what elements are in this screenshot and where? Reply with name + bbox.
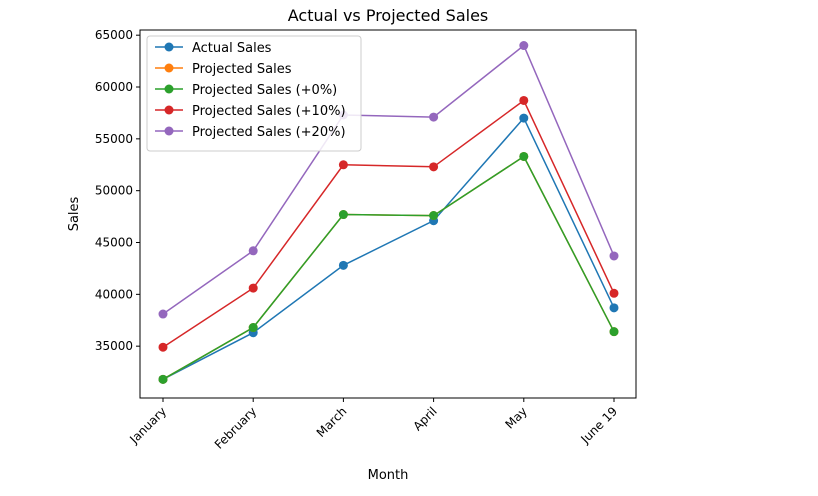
data-point [429,112,439,122]
y-tick-label: 35000 [95,339,133,353]
series-5 [158,41,619,319]
x-tick-label: March [314,404,350,440]
data-point [609,327,619,337]
legend-item: Projected Sales (+20%) [155,125,346,140]
data-point [248,283,258,293]
legend-label: Actual Sales [192,41,272,56]
x-tick-label: February [212,404,260,452]
data-point [338,160,348,170]
legend-marker [164,42,174,52]
data-point [158,342,168,352]
y-tick-label: 55000 [95,132,133,146]
data-point [338,210,348,220]
series-3 [158,151,619,384]
legend-label: Projected Sales (+10%) [192,104,346,119]
legend: Actual Sales Projected Sales Projected Sal… [146,35,362,152]
legend-item: Actual Sales [155,41,272,56]
data-point [158,374,168,384]
y-tick-label: 60000 [95,80,133,94]
series-line [162,99,615,348]
data-point [519,95,529,105]
x-axis: January February March April May June 19 [126,398,620,452]
y-tick-label: 65000 [95,28,133,42]
legend-item: Projected Sales [155,62,292,77]
data-point [519,151,529,161]
y-axis-label: Sales [67,196,82,231]
legend-label: Projected Sales (+20%) [192,125,346,140]
series-layer [158,41,619,384]
data-point [158,309,168,319]
data-point [338,260,348,270]
series-line [162,155,615,380]
data-point [429,211,439,221]
legend-marker [164,105,174,115]
x-axis-label: Month [368,468,409,483]
data-point [248,323,258,333]
y-tick-label: 50000 [95,184,133,198]
series-1 [158,113,619,384]
data-point [429,162,439,172]
legend-box [146,35,362,152]
series-line [162,44,615,315]
data-point [248,246,258,256]
legend-item: Projected Sales (+10%) [155,104,346,119]
legend-marker [164,84,174,94]
x-tick-label: January [126,404,169,447]
chart-title: Actual vs Projected Sales [288,6,489,25]
data-point [609,251,619,261]
y-tick-label: 40000 [95,287,133,301]
y-tick-label: 45000 [95,236,133,250]
data-point [609,303,619,313]
x-tick-label: April [410,404,439,433]
x-tick-label: June 19 [578,404,621,447]
series-line [162,116,615,380]
series-4 [158,95,619,352]
data-point [609,288,619,298]
legend-label: Projected Sales [192,62,292,77]
data-point [519,41,529,51]
legend-marker [164,63,174,73]
legend-item: Projected Sales (+0%) [155,83,337,98]
data-point [519,113,529,123]
legend-label: Projected Sales (+0%) [192,83,337,98]
y-axis: 35000 40000 45000 50000 55000 60000 65000 [95,28,140,353]
legend-marker [164,126,174,136]
x-tick-label: May [502,404,529,431]
